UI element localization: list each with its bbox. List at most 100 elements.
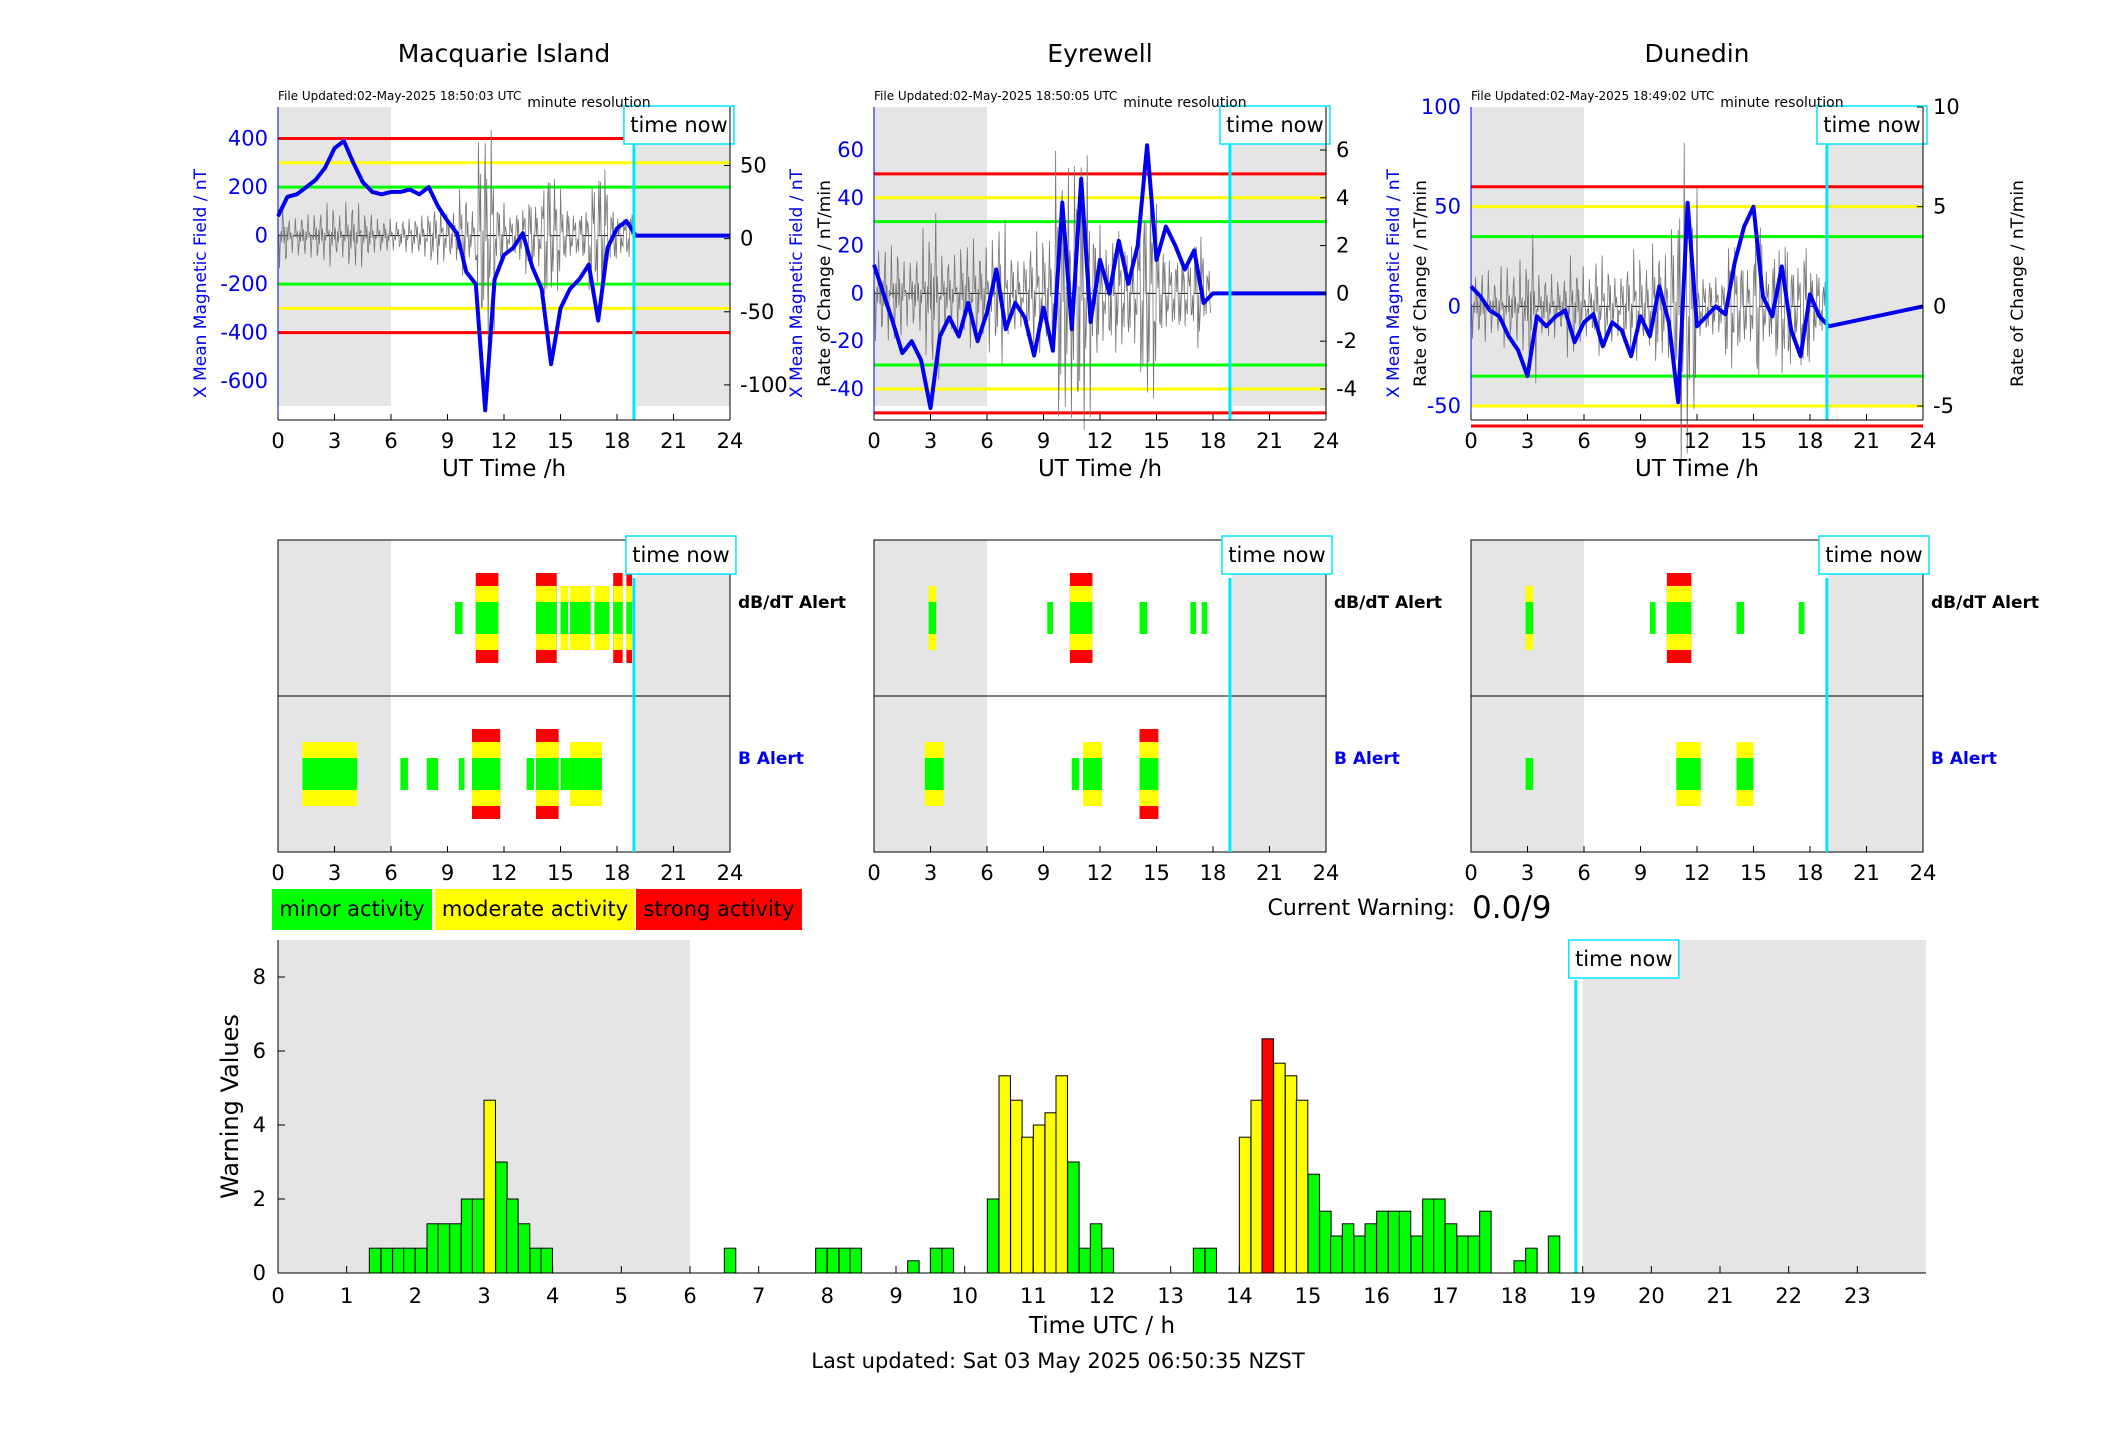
alert-segment bbox=[475, 602, 499, 634]
x-tick-label: 18 bbox=[1797, 429, 1824, 453]
y-tick-label-right: -5 bbox=[1933, 394, 1954, 418]
x-tick-label: 1 bbox=[340, 1284, 353, 1308]
warning-bar bbox=[1273, 1062, 1286, 1274]
alert-segment bbox=[1798, 602, 1805, 634]
x-tick-label: 24 bbox=[1910, 429, 1937, 453]
alert-segment bbox=[536, 758, 559, 790]
warning-bar bbox=[1044, 1112, 1057, 1274]
x-tick-label: 21 bbox=[660, 861, 687, 885]
y-tick-label-left: -600 bbox=[220, 369, 268, 393]
y-tick-label-left: 400 bbox=[228, 127, 268, 151]
warning-bar bbox=[1067, 1161, 1080, 1274]
alert-segment bbox=[1071, 758, 1080, 790]
warning-bar bbox=[506, 1198, 519, 1274]
b-alert-label: B Alert bbox=[738, 749, 804, 769]
alert-segment bbox=[1736, 758, 1754, 790]
warning-bar bbox=[815, 1247, 828, 1274]
time-now-label: time now bbox=[1226, 113, 1323, 137]
warning-bar bbox=[1364, 1223, 1377, 1274]
warning-bar bbox=[1398, 1210, 1412, 1274]
time-now-box bbox=[1221, 535, 1333, 575]
time-now-box bbox=[1818, 535, 1930, 575]
y-tick-label-left: 40 bbox=[837, 186, 864, 210]
time-now-box bbox=[625, 535, 737, 575]
legend-minor-swatch bbox=[272, 889, 432, 930]
warning-bar bbox=[1456, 1235, 1469, 1274]
x-tick-label: 22 bbox=[1775, 1284, 1802, 1308]
y-tick-label: 4 bbox=[253, 1113, 266, 1137]
x-tick-label: 3 bbox=[328, 429, 341, 453]
x-tick-label: 16 bbox=[1363, 1284, 1390, 1308]
y-tick-label-right: 10 bbox=[1933, 95, 1960, 119]
legend-minor-label: minor activity bbox=[279, 897, 424, 921]
y-tick-label: 2 bbox=[253, 1187, 266, 1211]
y-tick-label-left: -400 bbox=[220, 321, 268, 345]
warning-bar bbox=[471, 1198, 485, 1274]
y-axis-label-left: X Mean Magnetic Field / nT bbox=[191, 168, 211, 398]
file-updated: File Updated:02-May-2025 18:50:05 UTC bbox=[874, 89, 1117, 103]
x-tick-label: 0 bbox=[1464, 429, 1477, 453]
warning-bar bbox=[392, 1247, 405, 1274]
y-tick-label: 0 bbox=[253, 1261, 266, 1285]
panel-macquarie-island: Macquarie Island File Updated:02-May-2025… bbox=[191, 39, 835, 482]
x-tick-label: 13 bbox=[1157, 1284, 1184, 1308]
mean-field-line bbox=[872, 143, 1326, 411]
x-tick-label: 24 bbox=[1910, 861, 1937, 885]
warning-bar bbox=[1032, 1124, 1046, 1274]
x-tick-label: 3 bbox=[1521, 861, 1534, 885]
warning-bar bbox=[1547, 1235, 1561, 1274]
legend-strong-swatch bbox=[636, 889, 802, 930]
y-tick-label-left: 50 bbox=[1434, 195, 1461, 219]
x-tick-label: 15 bbox=[547, 861, 574, 885]
y-tick-label-right: -2 bbox=[1336, 329, 1357, 353]
y-tick-label-right: 0 bbox=[1933, 294, 1946, 318]
night-shading bbox=[635, 107, 730, 406]
time-now-label: time now bbox=[632, 543, 729, 567]
current-warning-value: 0.0/9 bbox=[1472, 890, 1551, 926]
time-now-label: time now bbox=[1575, 947, 1672, 971]
alert-segment bbox=[626, 602, 633, 634]
rate-of-change-line bbox=[1470, 142, 1827, 469]
warning-bar bbox=[1341, 1223, 1355, 1274]
station-title: Eyrewell bbox=[1047, 39, 1152, 68]
warning-bar bbox=[495, 1161, 508, 1274]
warning-bar bbox=[460, 1198, 474, 1274]
alert-panels: time now dB/dT Alert B Alert 0 3 6 9 12 15 18 21 24… bbox=[271, 535, 2039, 885]
y-tick-label-left: 60 bbox=[837, 138, 864, 162]
warning-bar bbox=[1479, 1210, 1492, 1274]
x-tick-label: 6 bbox=[683, 1284, 696, 1308]
x-tick-label: 21 bbox=[1256, 429, 1283, 453]
b-alert-label: B Alert bbox=[1931, 749, 1997, 769]
alert-segment bbox=[1190, 602, 1197, 634]
x-tick-label: 21 bbox=[660, 429, 687, 453]
mean-field-line bbox=[1469, 200, 1924, 405]
night-shading bbox=[1231, 107, 1326, 406]
x-tick-label: 12 bbox=[1684, 861, 1711, 885]
x-tick-label: 2 bbox=[409, 1284, 422, 1308]
warning-bar bbox=[1021, 1136, 1034, 1274]
x-tick-label: 0 bbox=[1464, 861, 1477, 885]
warning-bar bbox=[1319, 1210, 1332, 1274]
y-tick-label: 8 bbox=[253, 965, 266, 989]
warning-bar bbox=[1513, 1260, 1526, 1274]
alert-segment bbox=[526, 758, 535, 790]
night-shading bbox=[1828, 107, 1923, 406]
resolution-label: minute resolution bbox=[1720, 95, 1843, 111]
warning-bar bbox=[986, 1198, 1000, 1274]
x-tick-label: 24 bbox=[1313, 429, 1340, 453]
x-tick-label: 12 bbox=[1087, 861, 1114, 885]
x-tick-label: 14 bbox=[1226, 1284, 1253, 1308]
warning-bar bbox=[941, 1247, 954, 1274]
x-tick-label: 6 bbox=[1577, 429, 1590, 453]
x-tick-label: 6 bbox=[980, 429, 993, 453]
alert-segment bbox=[569, 758, 584, 790]
alert-panel-2: time now dB/dT Alert B Alert 0 3 6 9 12 15 18 21 24 bbox=[867, 535, 1442, 885]
warning-bar bbox=[1467, 1235, 1480, 1274]
warning-bar bbox=[380, 1247, 393, 1274]
x-tick-label: 0 bbox=[867, 861, 880, 885]
dbdt-alert-label: dB/dT Alert bbox=[1931, 593, 2039, 613]
y-tick-label-right: -100 bbox=[740, 373, 788, 397]
x-tick-label: 6 bbox=[980, 861, 993, 885]
x-tick-label: 3 bbox=[924, 861, 937, 885]
x-axis-label: UT Time /h bbox=[442, 456, 566, 482]
